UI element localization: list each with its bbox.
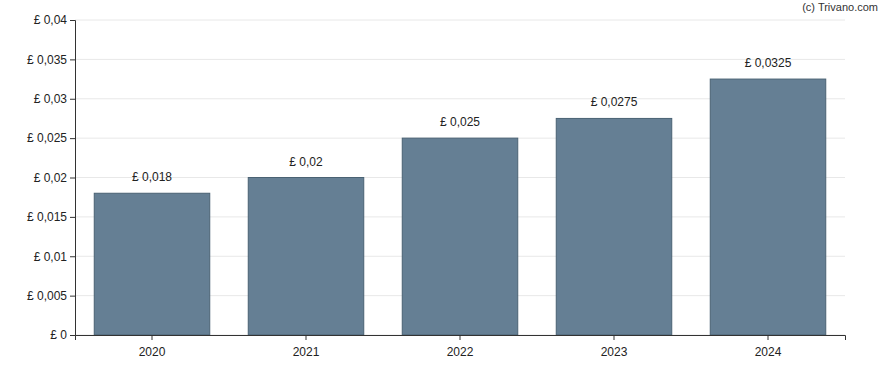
x-axis: 2020 2021 2022 2023 2024 bbox=[76, 335, 846, 359]
y-tick: £ 0,02 bbox=[34, 171, 75, 185]
y-tick: £ 0 bbox=[50, 328, 75, 342]
y-tick: £ 0,03 bbox=[34, 92, 75, 106]
bar bbox=[94, 193, 210, 335]
x-tick-label: 2023 bbox=[601, 345, 628, 359]
y-tick-mark bbox=[70, 138, 75, 139]
y-tick-label: £ 0,02 bbox=[34, 171, 68, 185]
x-tick: 2021 bbox=[293, 335, 320, 359]
y-tick-mark bbox=[70, 296, 75, 297]
y-tick: £ 0,04 bbox=[34, 13, 75, 27]
x-tick: 2020 bbox=[139, 335, 166, 359]
bar bbox=[710, 79, 826, 335]
y-axis-line bbox=[70, 21, 76, 336]
x-tick-label: 2020 bbox=[139, 345, 166, 359]
y-tick-label: £ 0,03 bbox=[34, 92, 68, 106]
data-label: £ 0,018 bbox=[132, 170, 172, 184]
y-axis: £ 0 £ 0,005 £ 0,01 £ 0,015 £ 0,02 £ 0,025 £ 0,… bbox=[27, 13, 76, 342]
y-tick-mark bbox=[70, 217, 75, 218]
x-tick-mark bbox=[460, 335, 461, 340]
x-tick-label: 2021 bbox=[293, 345, 320, 359]
x-tick-mark bbox=[768, 335, 769, 340]
x-tick: 2022 bbox=[447, 335, 474, 359]
data-label: £ 0,02 bbox=[289, 155, 323, 169]
y-tick: £ 0,015 bbox=[27, 210, 75, 224]
y-tick-mark bbox=[70, 20, 75, 21]
bar bbox=[402, 138, 518, 335]
y-tick: £ 0,005 bbox=[27, 289, 75, 303]
grid bbox=[75, 20, 845, 335]
y-tick-label: £ 0,005 bbox=[27, 289, 67, 303]
x-tick-label: 2022 bbox=[447, 345, 474, 359]
y-tick: £ 0,035 bbox=[27, 53, 75, 67]
data-label: £ 0,0325 bbox=[745, 56, 792, 70]
data-label: £ 0,025 bbox=[440, 115, 480, 129]
grid-line bbox=[75, 20, 845, 21]
x-axis-line bbox=[76, 336, 846, 341]
y-tick-label: £ 0 bbox=[50, 328, 67, 342]
data-label: £ 0,0275 bbox=[591, 95, 638, 109]
y-tick-label: £ 0,01 bbox=[34, 250, 68, 264]
y-tick-label: £ 0,04 bbox=[34, 13, 68, 27]
x-tick-mark bbox=[614, 335, 615, 340]
y-tick-mark bbox=[70, 99, 75, 100]
x-tick: 2023 bbox=[601, 335, 628, 359]
y-tick-mark bbox=[70, 256, 75, 257]
bar bbox=[556, 118, 672, 335]
y-tick-label: £ 0,035 bbox=[27, 53, 67, 67]
x-tick-mark bbox=[306, 335, 307, 340]
y-tick-mark bbox=[70, 335, 75, 336]
annotation: (c) Trivano.com bbox=[802, 1, 878, 13]
y-tick-label: £ 0,025 bbox=[27, 131, 67, 145]
x-tick-mark bbox=[152, 335, 153, 340]
x-tick: 2024 bbox=[755, 335, 782, 359]
data-labels: £ 0,018 £ 0,02 £ 0,025 £ 0,0275 £ 0,0325 bbox=[132, 56, 792, 184]
x-tick-label: 2024 bbox=[755, 345, 782, 359]
y-tick: £ 0,025 bbox=[27, 131, 75, 145]
y-tick: £ 0,01 bbox=[34, 250, 75, 264]
bars bbox=[94, 79, 826, 335]
y-tick-mark bbox=[70, 59, 75, 60]
y-tick-mark bbox=[70, 178, 75, 179]
grid-line bbox=[75, 59, 845, 60]
bar bbox=[248, 178, 364, 336]
y-tick-label: £ 0,015 bbox=[27, 210, 67, 224]
chart: £ 0,018£ 0,02£ 0,025£ 0,0275£ 0,0325£ 0£… bbox=[0, 0, 888, 370]
